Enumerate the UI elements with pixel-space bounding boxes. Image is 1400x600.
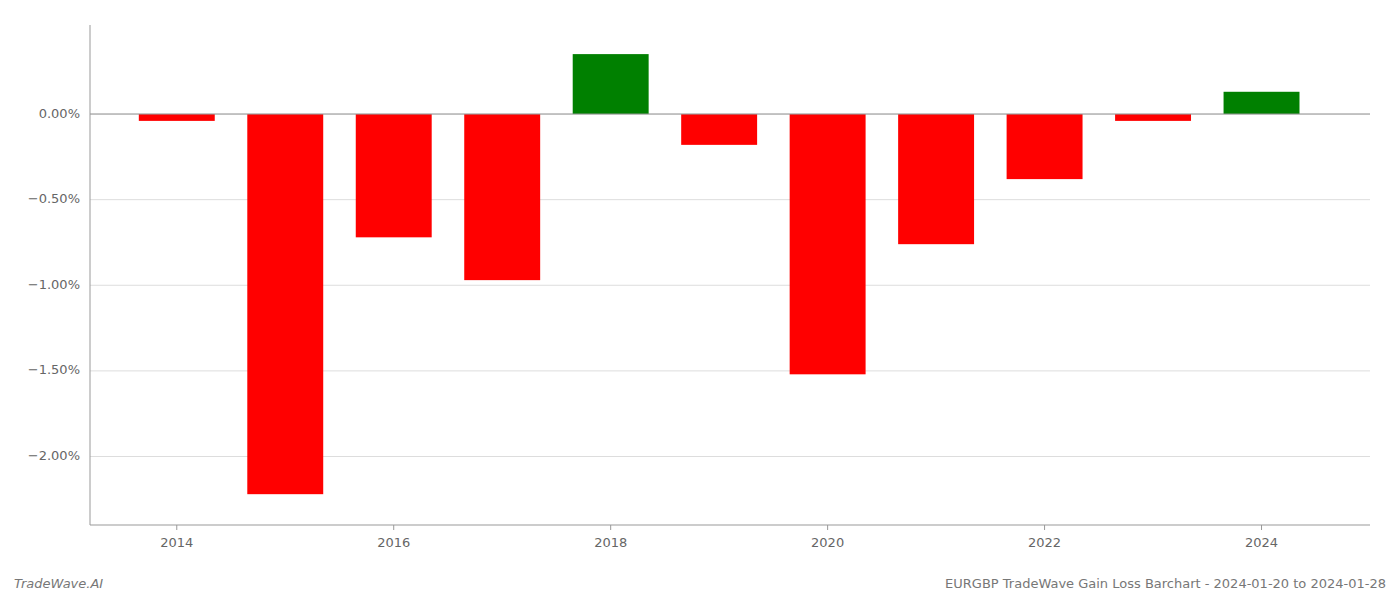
bar xyxy=(1007,114,1083,179)
x-tick xyxy=(1044,525,1045,530)
watermark: TradeWave.AI xyxy=(14,576,103,591)
x-axis-line xyxy=(90,525,1370,526)
chart-container: 0.00%−0.50%−1.00%−1.50%−2.00%20142016201… xyxy=(0,0,1400,600)
x-ticks: 2014 2016 2018 2020 2022 2024 xyxy=(160,525,1278,550)
bar xyxy=(1224,92,1300,114)
y-axis-line xyxy=(90,25,91,525)
y-tick-label: −1.50% xyxy=(28,362,80,377)
x-tick-label: 2024 xyxy=(1245,535,1278,550)
y-tick-label: 0.00% xyxy=(39,106,80,121)
bar xyxy=(247,114,323,494)
bar xyxy=(1115,114,1191,121)
y-tick-labels: 0.00% −0.50% −1.00% −1.50% −2.00% xyxy=(28,106,80,463)
bar xyxy=(573,54,649,114)
chart: 0.00%−0.50%−1.00%−1.50%−2.00%20142016201… xyxy=(0,0,1400,600)
zero-line xyxy=(90,114,1370,115)
y-tick-label: −2.00% xyxy=(28,448,80,463)
title: EURGBP TradeWave Gain Loss Barchart - 20… xyxy=(945,576,1386,591)
x-tick xyxy=(393,525,394,530)
bar xyxy=(790,114,866,374)
x-tick xyxy=(176,525,177,530)
y-tick-label: −1.00% xyxy=(28,277,80,292)
grid-line xyxy=(90,114,1370,115)
x-tick xyxy=(827,525,828,530)
bar xyxy=(464,114,540,280)
x-tick-label: 2018 xyxy=(594,535,627,550)
x-tick xyxy=(1261,525,1262,530)
x-tick-label: 2014 xyxy=(160,535,193,550)
x-tick-label: 2022 xyxy=(1028,535,1061,550)
y-tick-label: −0.50% xyxy=(28,191,80,206)
bar xyxy=(898,114,974,244)
bars xyxy=(139,54,1300,494)
x-tick-label: 2016 xyxy=(377,535,410,550)
bar xyxy=(681,114,757,145)
bar xyxy=(139,114,215,121)
bar xyxy=(356,114,432,237)
x-tick xyxy=(610,525,611,530)
x-tick-label: 2020 xyxy=(811,535,844,550)
